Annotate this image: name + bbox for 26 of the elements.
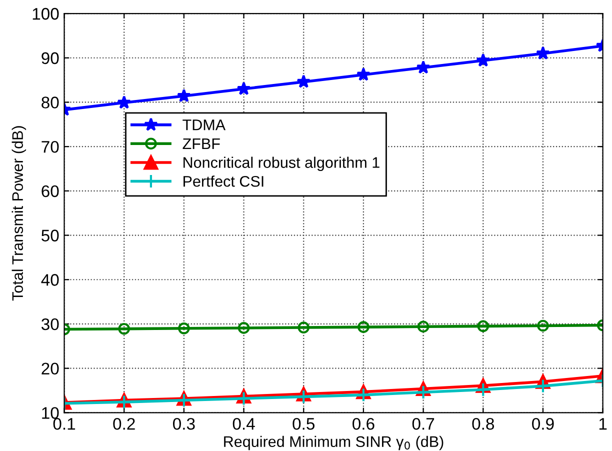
y-axis-title: Total Transmit Power (dB) — [12, 126, 26, 301]
x-axis-title: Required Minimum SINR γ$_{0}$ (dB) — [224, 436, 444, 450]
y-tick-label: 40 — [41, 274, 59, 286]
x-tick-label: 0.7 — [412, 418, 434, 430]
y-tick-label: 10 — [42, 407, 59, 419]
y-tick-label: 100 — [32, 8, 59, 20]
legend-label: Pertfect CSI — [184, 176, 264, 187]
x-tick-label: 0.9 — [532, 418, 554, 430]
y-tick-label: 50 — [42, 230, 59, 242]
y-tick-label: 20 — [42, 362, 59, 375]
x-tick-label: 0.5 — [292, 418, 315, 430]
y-tick-label: 80 — [42, 96, 59, 108]
y-tick-label: 90 — [42, 52, 59, 64]
y-tick-label: 70 — [42, 140, 59, 153]
legend-label: Noncritical robust algorithm 1 — [184, 156, 380, 171]
x-tick-label: 0.2 — [113, 418, 135, 430]
x-tick-label: 0.8 — [472, 418, 494, 430]
y-tick-label: 60 — [42, 185, 59, 198]
x-tick-label: 0.1 — [53, 418, 76, 430]
y-tick-label: 30 — [42, 318, 59, 330]
x-tick-label: 0.4 — [232, 418, 255, 430]
legend-label: ZFBF — [182, 138, 220, 149]
x-tick-label: 1 — [599, 418, 607, 430]
x-tick-label: 0.6 — [352, 418, 374, 430]
x-tick-label: 0.3 — [173, 418, 195, 430]
legend-label: TDMA — [182, 120, 226, 130]
